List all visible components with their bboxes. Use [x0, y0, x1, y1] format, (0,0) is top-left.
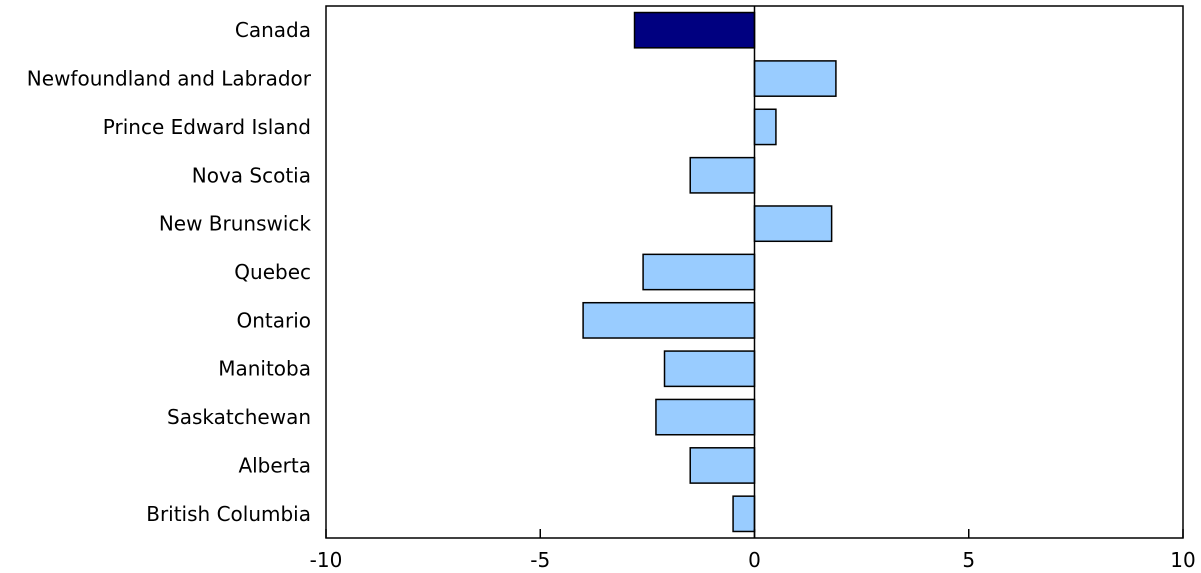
category-label-new-brunswick: New Brunswick: [159, 212, 312, 236]
bar-saskatchewan: [655, 398, 756, 436]
category-label-ontario: Ontario: [236, 308, 311, 332]
bar-prince-edward-island: [753, 108, 777, 146]
category-label-nova-scotia: Nova Scotia: [192, 163, 311, 187]
category-label-saskatchewan: Saskatchewan: [167, 405, 311, 429]
category-label-quebec: Quebec: [234, 260, 311, 284]
bar-ontario: [582, 301, 756, 339]
category-label-british-columbia: British Columbia: [146, 502, 311, 526]
bar-newfoundland-and-labrador: [753, 60, 837, 97]
category-label-prince-edward-island: Prince Edward Island: [103, 115, 311, 139]
bar-quebec: [642, 253, 756, 291]
bar-british-columbia: [732, 495, 756, 533]
category-label-manitoba: Manitoba: [218, 357, 311, 381]
category-label-alberta: Alberta: [238, 453, 311, 477]
bar-new-brunswick: [753, 205, 833, 243]
x-tick-label: 10: [1170, 548, 1195, 572]
x-tick-label: -10: [310, 548, 343, 572]
x-tick-label: 0: [748, 548, 761, 572]
x-tick-label: 5: [962, 548, 975, 572]
x-tick-label: -5: [530, 548, 550, 572]
bar-manitoba: [663, 350, 756, 388]
category-label-canada: Canada: [235, 18, 311, 42]
category-label-newfoundland-and-labrador: Newfoundland and Labrador: [27, 67, 312, 91]
bar-alberta: [689, 447, 756, 484]
x-axis-ticks: -10 -5 0 5 10: [310, 529, 1196, 572]
bar-canada: [633, 11, 756, 49]
bars-layer: [582, 11, 837, 533]
bar-nova-scotia: [689, 156, 756, 194]
category-labels: Canada Newfoundland and Labrador Prince Ed…: [27, 18, 312, 526]
